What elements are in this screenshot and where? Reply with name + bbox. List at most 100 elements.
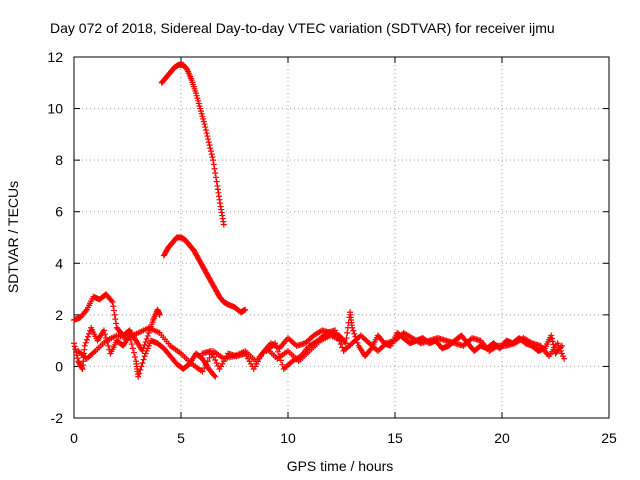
data-point: [199, 368, 206, 375]
y-tick-label: 0: [55, 358, 63, 374]
y-axis-label: SDTVAR / TECUs: [5, 181, 21, 293]
data-point: [81, 342, 88, 349]
data-point: [100, 327, 107, 334]
y-tick-label: 12: [47, 49, 63, 65]
data-point: [141, 341, 148, 348]
data-point: [201, 121, 208, 128]
data-point: [275, 348, 282, 355]
data-point: [144, 332, 151, 339]
data-point: [209, 154, 216, 161]
data-point: [85, 330, 92, 337]
data-point: [242, 306, 249, 313]
data-point: [277, 357, 284, 364]
data-point: [74, 355, 81, 362]
data-point: [341, 338, 348, 345]
data-point: [202, 127, 209, 134]
data-point: [102, 331, 109, 338]
data-point: [105, 342, 112, 349]
data-point: [110, 307, 117, 314]
data-point: [212, 356, 219, 363]
data-point: [350, 327, 357, 334]
data-point: [207, 148, 214, 155]
data-point: [343, 335, 350, 342]
x-tick-label: 10: [280, 430, 296, 446]
data-point: [83, 336, 90, 343]
data-point: [213, 178, 220, 185]
data-point: [213, 359, 220, 366]
data-point: [279, 361, 286, 368]
data-point: [203, 130, 210, 137]
data-point: [202, 361, 209, 368]
data-point: [273, 344, 280, 351]
y-tick-label: 8: [55, 152, 63, 168]
data-point: [202, 124, 209, 131]
x-tick-label: 5: [177, 430, 185, 446]
data-point: [84, 333, 91, 340]
data-point: [367, 346, 374, 353]
data-point: [548, 332, 555, 339]
data-point: [220, 221, 227, 228]
data-point: [206, 354, 213, 361]
x-axis-label: GPS time / hours: [287, 458, 394, 474]
data-point: [561, 355, 568, 362]
data-point: [113, 320, 120, 327]
data-point: [549, 338, 556, 345]
data-point: [112, 316, 119, 323]
data-point: [550, 341, 557, 348]
data-point: [131, 353, 138, 360]
data-point: [349, 324, 356, 331]
data-point: [208, 151, 215, 158]
series-arc-late: [199, 309, 565, 373]
y-tick-label: 6: [55, 204, 63, 220]
y-tick-label: 2: [55, 307, 63, 323]
data-point: [140, 356, 147, 363]
data-point: [136, 370, 143, 377]
series-arc-mid: [160, 234, 249, 316]
data-point: [201, 365, 208, 372]
data-point: [108, 297, 115, 304]
data-point: [211, 165, 218, 172]
data-point: [337, 341, 344, 348]
data-point: [73, 352, 80, 359]
series-arc-low-a: [71, 324, 219, 380]
x-tick-label: 20: [494, 430, 510, 446]
data-point: [212, 170, 219, 177]
y-tick-label: -2: [51, 410, 64, 426]
data-point: [109, 298, 116, 305]
data-point: [210, 161, 217, 168]
data-point: [548, 335, 555, 342]
data-point: [212, 174, 219, 181]
data-point: [82, 339, 89, 346]
data-point: [205, 136, 212, 143]
data-point: [138, 363, 145, 370]
chart-title: Day 072 of 2018, Sidereal Day-to-day VTE…: [50, 20, 555, 36]
data-point: [143, 335, 150, 342]
data-point: [137, 366, 144, 373]
data-point: [211, 372, 218, 379]
data-point: [110, 303, 117, 310]
data-point: [333, 330, 340, 337]
x-tick-label: 15: [387, 430, 403, 446]
data-point: [336, 337, 343, 344]
data-marks: [71, 61, 568, 380]
data-point: [111, 311, 118, 318]
data-point: [71, 340, 77, 347]
data-point: [207, 347, 214, 354]
data-point: [204, 358, 211, 365]
series-arc-high: [158, 61, 227, 228]
data-point: [206, 142, 213, 149]
x-tick-label: 0: [70, 430, 78, 446]
data-point: [210, 353, 217, 360]
axis-ticks: 0 5 10 15 20 25 -2 0 2 4 6 8 10 12: [47, 49, 617, 446]
data-point: [212, 373, 219, 380]
y-tick-label: 4: [55, 255, 63, 271]
plot-frame: [73, 56, 610, 419]
y-tick-label: 10: [47, 101, 63, 117]
data-point: [276, 353, 283, 360]
data-point: [332, 327, 339, 334]
data-point: [344, 329, 351, 336]
data-point: [207, 145, 214, 152]
data-point: [129, 345, 136, 352]
data-point: [139, 359, 146, 366]
